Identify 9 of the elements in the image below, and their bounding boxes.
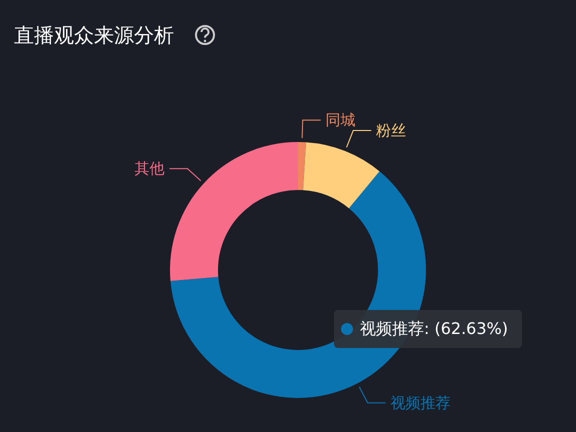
donut-slice xyxy=(170,142,298,282)
legend-label: 同城 xyxy=(326,111,356,130)
slice-label: 其他 xyxy=(134,160,164,178)
chart-title: 直播观众来源分析 xyxy=(14,23,174,47)
text: 视频推荐: (62.63%) xyxy=(360,319,508,338)
slice-label: 视频推荐 xyxy=(390,394,451,412)
donut-slice xyxy=(303,142,380,208)
slice-label: 粉丝 xyxy=(376,122,406,140)
donut-slice xyxy=(298,142,306,190)
